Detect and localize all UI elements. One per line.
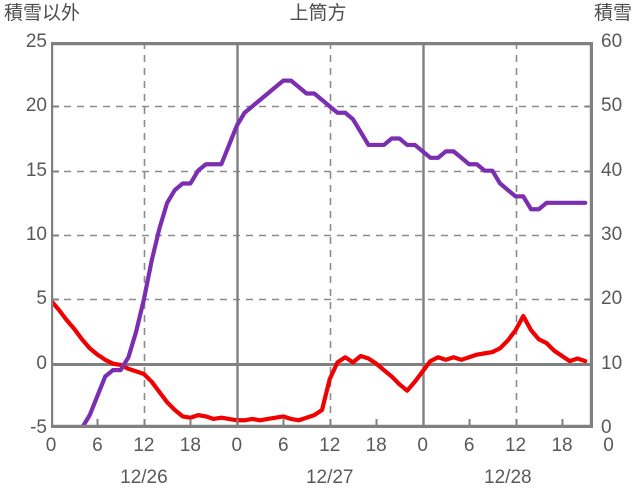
right-axis-tick-label: 30 xyxy=(601,224,623,245)
x-axis-tick-label: 12 xyxy=(504,435,527,456)
x-axis-tick-label: 6 xyxy=(277,435,289,456)
x-axis-tick-label: 0 xyxy=(417,435,428,456)
right-axis-tick-label: 40 xyxy=(601,159,623,181)
right-axis-title: 積雪 xyxy=(593,3,632,24)
line-snow-depth xyxy=(51,78,588,428)
left-axis-tick-label: 20 xyxy=(25,95,47,117)
right-axis-tick-label: 0 xyxy=(601,417,612,438)
left-axis-title: 積雪以外 xyxy=(4,3,81,24)
x-axis-tick-label: 18 xyxy=(179,435,201,456)
left-axis-tick-label: 15 xyxy=(25,159,47,181)
right-axis-tick-label: 60 xyxy=(601,31,623,52)
x-axis-day-label: 12/26 xyxy=(120,467,168,488)
right-axis-tick-label: 10 xyxy=(601,352,623,374)
line-temperature xyxy=(51,298,588,423)
x-axis-tick-label: 12 xyxy=(319,435,341,456)
x-axis-tick-label: 6 xyxy=(463,435,475,456)
x-axis-tick-label: 18 xyxy=(551,435,573,456)
x-axis-tick-label: 18 xyxy=(365,435,387,456)
plot-area xyxy=(51,42,593,428)
x-axis-tick-label: 6 xyxy=(92,435,103,456)
x-axis-day-label: 12/28 xyxy=(484,467,532,488)
x-axis-tick-label: 0 xyxy=(603,435,614,456)
data-series xyxy=(51,78,588,428)
left-axis-tick-label: -5 xyxy=(30,417,47,438)
left-axis-tick-label: 0 xyxy=(36,352,47,374)
right-axis-tick-label: 50 xyxy=(601,95,623,117)
left-axis-tick-label: 10 xyxy=(25,224,47,245)
x-axis-tick-label: 0 xyxy=(45,435,57,456)
chart-canvas xyxy=(51,42,593,428)
x-axis-tick-label: 0 xyxy=(231,435,243,456)
right-axis-tick-label: 20 xyxy=(601,288,623,310)
x-axis-day-label: 12/27 xyxy=(305,467,354,488)
gridlines xyxy=(51,42,593,428)
axis-ticks xyxy=(51,42,593,428)
page-title: 上筒方 xyxy=(289,3,347,24)
x-axis-tick-label: 12 xyxy=(133,435,155,456)
left-axis-tick-label: 25 xyxy=(25,31,47,52)
left-axis-tick-label: 5 xyxy=(36,288,47,310)
